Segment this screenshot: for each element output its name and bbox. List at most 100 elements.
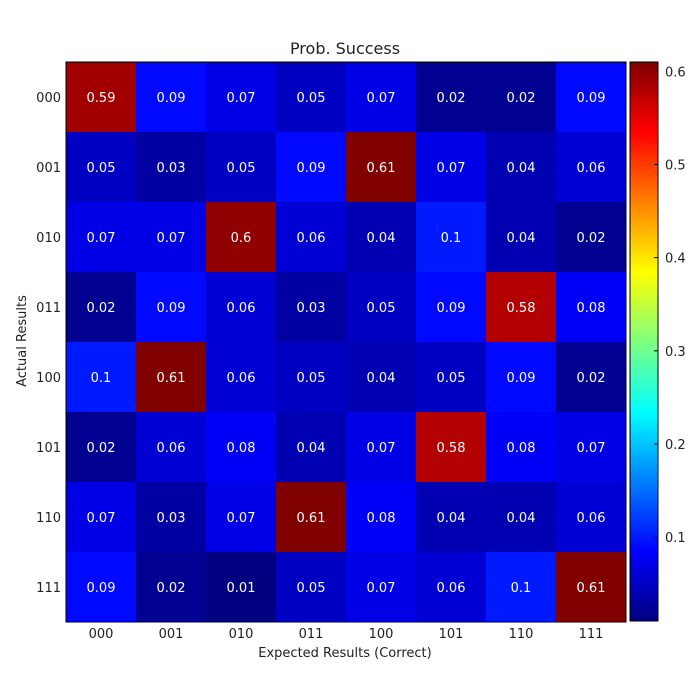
heatmap-cell bbox=[66, 272, 137, 343]
y-axis-label: Actual Results bbox=[15, 295, 30, 387]
y-tick-labels: 000 001 010 011 100 101 110 111 bbox=[36, 91, 61, 596]
cell-value-label: 0.09 bbox=[577, 91, 606, 106]
heatmap-cell bbox=[66, 482, 137, 553]
cell-value-label: 0.06 bbox=[297, 231, 326, 246]
heatmap-cell bbox=[276, 482, 347, 553]
heatmap-cell bbox=[66, 342, 137, 413]
heatmap-cell bbox=[346, 62, 417, 133]
x-tick-label: 101 bbox=[439, 627, 464, 642]
cell-value-label: 0.07 bbox=[367, 441, 396, 456]
heatmap-cell bbox=[486, 412, 557, 483]
heatmap-cell bbox=[136, 482, 207, 553]
heatmap-cell bbox=[416, 62, 487, 133]
heatmap-cell bbox=[486, 482, 557, 553]
heatmap-cell bbox=[556, 482, 627, 553]
cell-value-label: 0.61 bbox=[367, 161, 396, 176]
heatmap-cell bbox=[486, 272, 557, 343]
cell-value-label: 0.07 bbox=[367, 91, 396, 106]
heatmap-cell bbox=[136, 412, 207, 483]
heatmap-cell bbox=[416, 412, 487, 483]
cell-value-label: 0.09 bbox=[507, 371, 536, 386]
heatmap-cell bbox=[486, 202, 557, 273]
colorbar bbox=[629, 61, 659, 622]
x-tick-labels: 000 001 010 011 100 101 110 111 bbox=[89, 627, 604, 642]
heatmap-cell bbox=[276, 342, 347, 413]
heatmap-cell bbox=[346, 342, 417, 413]
cell-value-label: 0.58 bbox=[437, 441, 466, 456]
y-tick-label: 110 bbox=[36, 511, 61, 526]
heatmap-cell bbox=[206, 342, 277, 413]
heatmap-cell bbox=[276, 412, 347, 483]
cell-value-label: 0.05 bbox=[87, 161, 116, 176]
heatmap-cell bbox=[346, 202, 417, 273]
cell-value-label: 0.01 bbox=[227, 581, 256, 596]
heatmap-cell bbox=[136, 202, 207, 273]
cell-value-label: 0.08 bbox=[577, 301, 606, 316]
cell-value-label: 0.04 bbox=[507, 231, 536, 246]
x-tick-label: 001 bbox=[159, 627, 184, 642]
x-tick-label: 111 bbox=[579, 627, 604, 642]
heatmap-cell bbox=[206, 412, 277, 483]
heatmap-cell bbox=[276, 552, 347, 623]
heatmap-cell bbox=[486, 62, 557, 133]
heatmap-cell bbox=[136, 552, 207, 623]
cell-value-label: 0.09 bbox=[87, 581, 116, 596]
heatmap-cell bbox=[346, 482, 417, 553]
y-tick-label: 011 bbox=[36, 301, 61, 316]
heatmap-cell bbox=[276, 132, 347, 203]
heatmap-cell bbox=[346, 272, 417, 343]
cell-value-label: 0.04 bbox=[367, 231, 396, 246]
heatmap-cell bbox=[66, 412, 137, 483]
y-tick-label: 100 bbox=[36, 371, 61, 386]
heatmap-cell bbox=[416, 132, 487, 203]
cell-value-label: 0.6 bbox=[231, 231, 252, 246]
heatmap-cell bbox=[206, 62, 277, 133]
cell-value-label: 0.05 bbox=[227, 161, 256, 176]
cell-value-label: 0.06 bbox=[577, 511, 606, 526]
y-tick-label: 010 bbox=[36, 231, 61, 246]
cell-value-label: 0.09 bbox=[297, 161, 326, 176]
heatmap-cell bbox=[556, 342, 627, 413]
heatmap-cell bbox=[556, 552, 627, 623]
cell-value-label: 0.06 bbox=[157, 441, 186, 456]
cell-value-label: 0.07 bbox=[157, 231, 186, 246]
cell-value-label: 0.02 bbox=[577, 231, 606, 246]
cell-value-label: 0.03 bbox=[297, 301, 326, 316]
heatmap-cell bbox=[416, 272, 487, 343]
colorbar-tick-label: 0.6 bbox=[665, 65, 686, 80]
cell-value-label: 0.1 bbox=[441, 231, 462, 246]
cell-value-label: 0.07 bbox=[437, 161, 466, 176]
heatmap-cell bbox=[276, 62, 347, 133]
colorbar-ticks: 0.1 0.2 0.3 0.4 0.5 0.6 bbox=[654, 65, 686, 546]
heatmap-cell bbox=[486, 552, 557, 623]
cell-value-label: 0.07 bbox=[87, 511, 116, 526]
heatmap-cell bbox=[66, 202, 137, 273]
heatmap-cell bbox=[66, 132, 137, 203]
cell-value-label: 0.09 bbox=[157, 91, 186, 106]
heatmap-cell bbox=[206, 482, 277, 553]
heatmap-cell bbox=[346, 412, 417, 483]
plot-frame bbox=[65, 61, 627, 623]
heatmap-cell bbox=[206, 272, 277, 343]
cell-value-label: 0.04 bbox=[297, 441, 326, 456]
heatmap-cell bbox=[206, 202, 277, 273]
heatmap-cell bbox=[556, 132, 627, 203]
heatmap-cell bbox=[556, 202, 627, 273]
cell-value-label: 0.04 bbox=[367, 371, 396, 386]
heatmap-cells: 0.59 0.09 0.07 0.05 0.07 0.02 0.02 0.09 0.05 0.03… bbox=[65, 61, 627, 623]
heatmap-cell bbox=[136, 272, 207, 343]
cell-value-label: 0.06 bbox=[227, 371, 256, 386]
cell-value-label: 0.05 bbox=[297, 371, 326, 386]
heatmap-cell bbox=[416, 342, 487, 413]
y-tick-label: 101 bbox=[36, 441, 61, 456]
cell-value-label: 0.07 bbox=[87, 231, 116, 246]
colorbar-tick-label: 0.3 bbox=[665, 345, 686, 360]
heatmap-cell bbox=[66, 62, 137, 133]
x-tick-label: 011 bbox=[299, 627, 324, 642]
cell-value-label: 0.03 bbox=[157, 161, 186, 176]
cell-value-label: 0.07 bbox=[577, 441, 606, 456]
cell-value-label: 0.61 bbox=[577, 581, 606, 596]
cell-value-label: 0.04 bbox=[507, 161, 536, 176]
y-tick-label: 000 bbox=[36, 91, 61, 106]
